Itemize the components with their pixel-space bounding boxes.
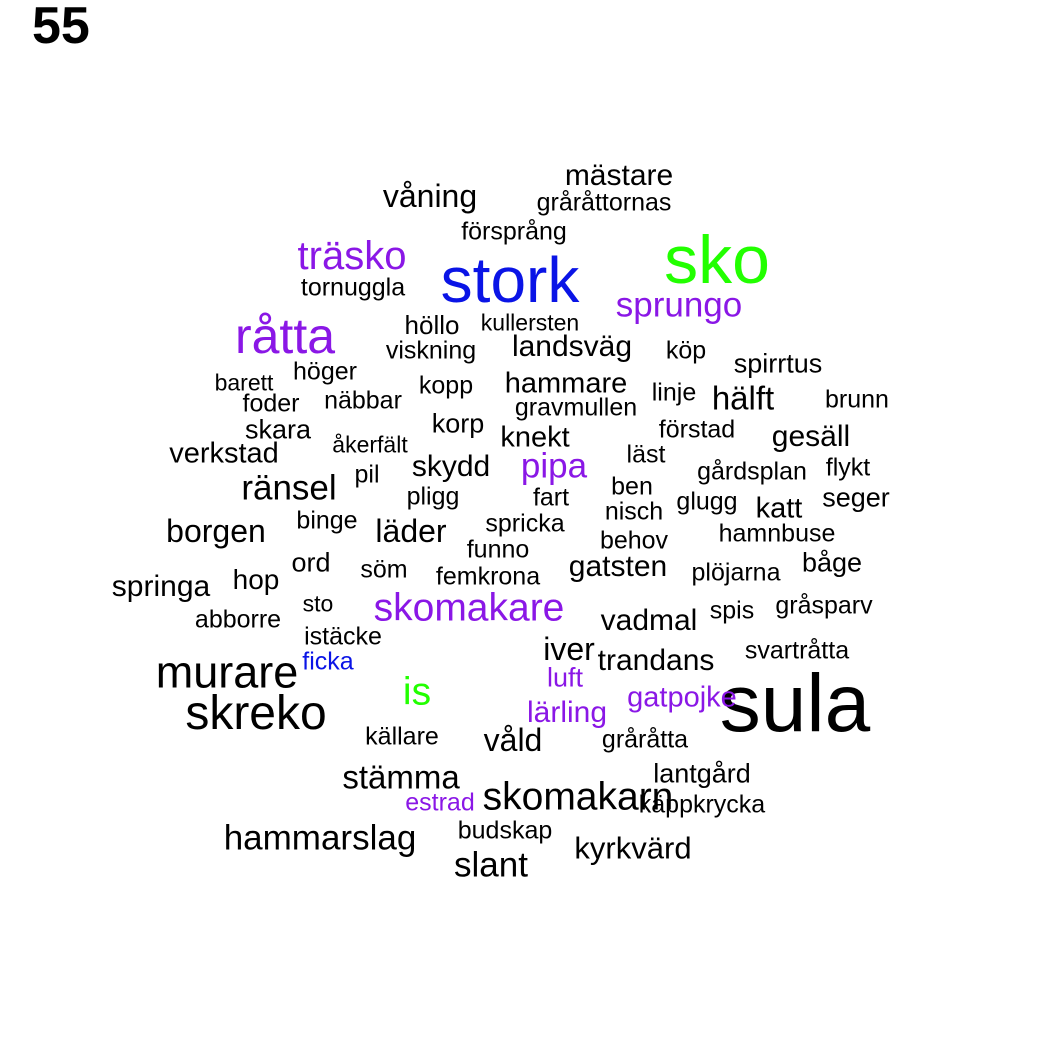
word-luft: luft [546,662,584,693]
word-katt: katt [755,492,803,525]
word-hamnbuse: hamnbuse [718,519,836,548]
word-akerfalt: åkerfält [332,431,408,458]
word-ficka: ficka [302,647,354,676]
word-gatpojke: gatpojke [627,681,737,714]
word-borgen: borgen [166,513,266,549]
word-ben: ben [611,472,653,501]
word-kop: köp [665,336,707,365]
word-ord: ord [291,547,331,578]
word-barett: barett [214,369,274,396]
word-larling: lärling [526,696,608,729]
word-som: söm [360,555,408,584]
word-grarattornas: gråråttornas [536,188,672,217]
word-skydd: skydd [411,450,491,483]
word-gravmullen: gravmullen [514,393,638,422]
word-kappkrycka: käppkrycka [638,790,766,819]
word-sko: sko [664,222,770,298]
word-iver: iver [543,631,595,667]
word-tornuggla: tornuggla [300,273,406,302]
word-brunn: brunn [825,385,889,414]
word-pligg: pligg [406,482,460,511]
word-behov: behov [599,526,669,555]
word-trandans: trandans [597,644,715,677]
word-ransel: ränsel [241,468,337,508]
word-budskap: budskap [457,816,553,845]
word-binge: binge [296,506,358,535]
word-kallare: källare [365,722,439,751]
word-sula: sula [719,658,871,749]
word-linje: linje [651,378,697,407]
page-number: 55 [32,0,90,55]
word-bage: båge [801,547,863,578]
word-spis: spis [709,596,755,625]
word-trasko: träsko [297,234,407,278]
word-gardsplan: gårdsplan [697,457,807,486]
word-flykt: flykt [825,453,871,482]
word-hollo: höllo [404,310,460,340]
word-mastare: mästare [564,159,674,192]
word-lantgard: lantgård [653,758,751,789]
word-forstad: förstad [658,415,736,444]
word-nabbar: näbbar [324,386,402,415]
word-istacke: istäcke [304,622,382,651]
word-fart: fart [532,483,570,512]
word-sprungo: sprungo [615,285,743,325]
word-viskning: viskning [385,336,477,365]
word-ratta: råtta [234,308,336,364]
word-foder: foder [242,389,300,418]
word-kullersten: kullersten [480,309,580,336]
word-plojarna: plöjarna [691,558,781,587]
word-hoger: höger [293,357,357,386]
word-spirrtus: spirrtus [733,348,823,379]
word-pil: pil [354,460,380,489]
word-glugg: glugg [676,487,738,516]
word-korp: korp [431,408,485,439]
word-sto: sto [302,590,334,617]
word-springa: springa [111,570,211,603]
word-estrad: estrad [405,788,475,817]
word-svartratta: svartråtta [744,636,850,665]
word-landsvag: landsväg [511,330,633,363]
word-hammarslag: hammarslag [223,818,417,858]
word-forsprang: försprång [461,217,567,246]
word-murare: murare [155,646,299,698]
word-stork: stork [440,244,580,316]
word-grasparv: gråsparv [775,591,873,620]
word-is: is [402,670,432,714]
word-verkstad: verkstad [169,437,279,470]
word-abborre: abborre [194,605,282,634]
word-skomakare: skomakare [373,586,565,630]
word-kopp: kopp [418,371,474,400]
word-skreko: skreko [185,687,327,740]
word-hop: hop [232,564,280,595]
word-vald: våld [483,722,543,758]
word-nisch: nisch [604,497,664,526]
word-pipa: pipa [520,446,588,486]
word-vadmal: vadmal [600,604,698,637]
word-lader: läder [375,513,447,549]
word-halft: hälft [711,379,775,417]
word-vaning: våning [382,178,478,214]
word-graratta: gråråtta [601,725,689,754]
word-knekt: knekt [500,421,570,454]
word-stamma: stämma [342,758,460,796]
word-last: läst [626,440,666,469]
word-kyrkvard: kyrkvärd [574,830,692,866]
word-skomakarn: skomakarn [482,775,674,819]
word-spricka: spricka [485,509,565,538]
word-gesall: gesäll [771,420,851,453]
word-funno: funno [466,535,530,564]
word-hammare: hammare [504,367,628,400]
word-skara: skara [244,414,312,445]
word-gatsten: gatsten [568,550,668,583]
word-slant: slant [454,845,528,885]
word-femkrona: femkrona [435,562,541,591]
word-seger: seger [822,482,890,513]
